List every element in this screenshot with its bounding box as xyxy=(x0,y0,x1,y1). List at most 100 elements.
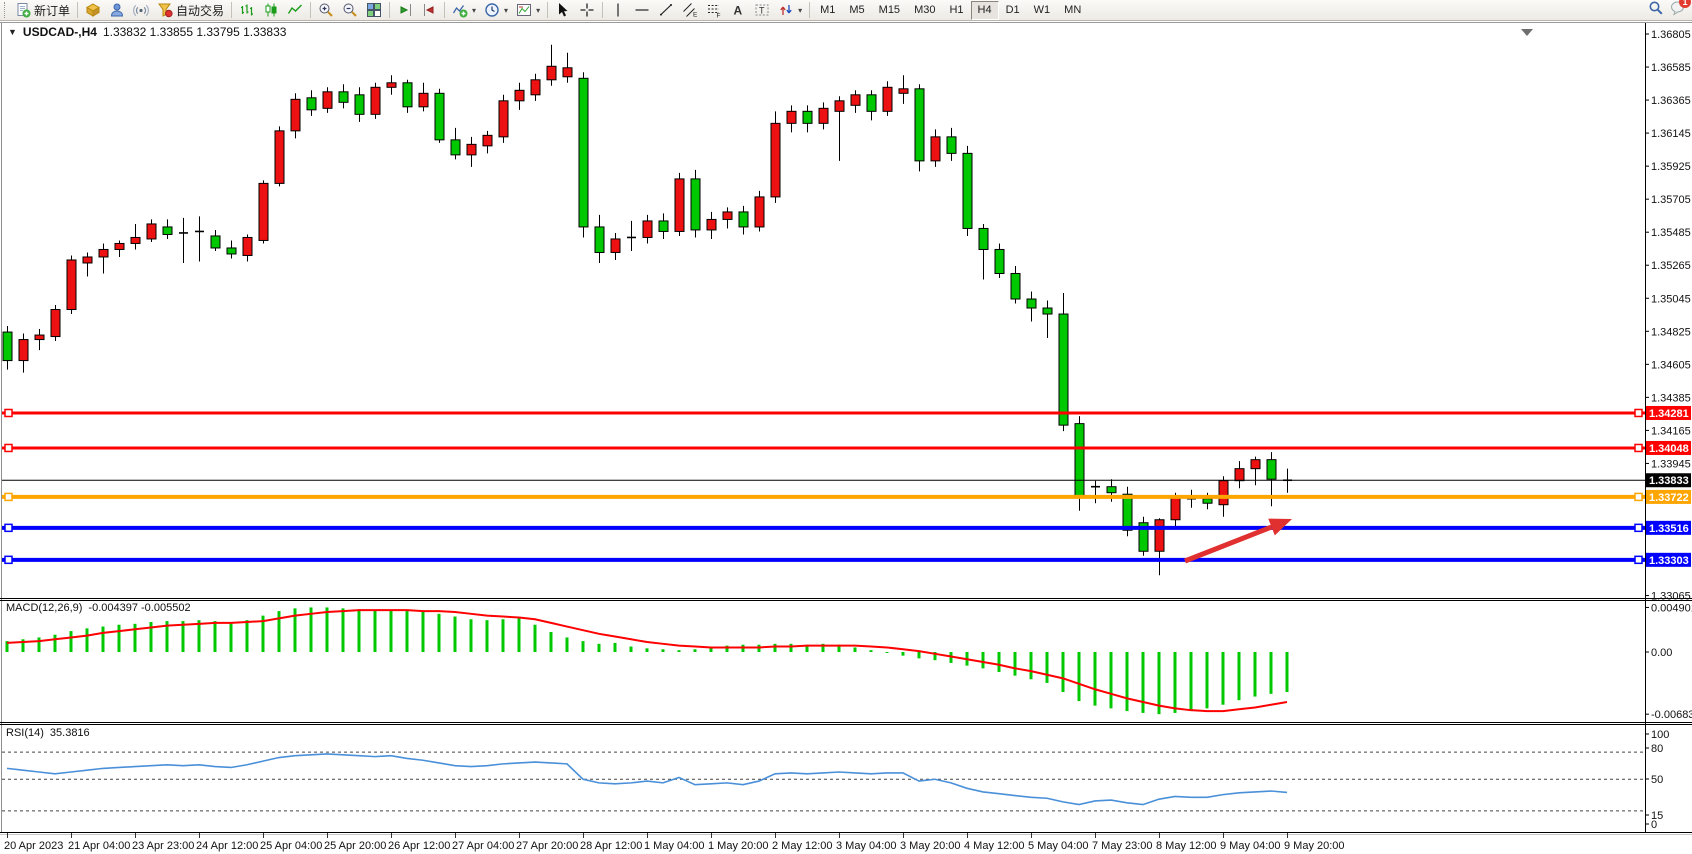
collapse-triangle-icon[interactable]: ▼ xyxy=(8,27,17,37)
toolbar-button-text-label[interactable]: T xyxy=(750,0,774,21)
macd-histogram-bar xyxy=(869,650,873,652)
toolbar-button-community[interactable] xyxy=(105,0,129,21)
period-button-w1[interactable]: W1 xyxy=(1033,4,1051,16)
toolbar-button-indicators[interactable]: ▾ xyxy=(448,0,480,21)
notification-badge: 1 xyxy=(1679,0,1691,8)
price-label-text: 1.33722 xyxy=(1649,492,1689,504)
toolbar-button-zoom-out[interactable] xyxy=(338,0,362,21)
zoom-in-icon xyxy=(318,2,334,18)
macd-histogram-bar xyxy=(101,626,105,652)
candle-body xyxy=(642,220,653,238)
toolbar-button-zoom-in[interactable] xyxy=(314,0,338,21)
toolbar-button-arrow-objects[interactable]: ▾ xyxy=(774,0,806,21)
hline-handle[interactable] xyxy=(4,408,13,418)
candle-body xyxy=(1010,272,1021,300)
macd-histogram-bar xyxy=(613,642,617,652)
period-button-m30[interactable]: M30 xyxy=(914,4,936,16)
macd-histogram-bar xyxy=(789,643,793,652)
time-tick-label: 9 May 20:00 xyxy=(1284,840,1345,852)
toolbar-button-candles-chart[interactable] xyxy=(259,0,283,21)
period-button-h4[interactable]: H4 xyxy=(970,0,999,20)
toolbar-button-bars-chart[interactable] xyxy=(235,0,259,21)
price-label-text: 1.33303 xyxy=(1649,555,1689,567)
toolbar-button-text[interactable]: A xyxy=(726,0,750,21)
toolbar-button-equidistant-channel[interactable]: E xyxy=(678,0,702,21)
toolbar-button-line-chart[interactable] xyxy=(283,0,307,21)
period-button-d1[interactable]: D1 xyxy=(1005,4,1020,16)
period-button-m15[interactable]: M15 xyxy=(878,4,901,16)
time-tick-label: 21 Apr 04:00 xyxy=(68,840,130,852)
candle-body xyxy=(242,236,253,256)
rsi-panel-label: RSI(14) 35.3816 xyxy=(6,727,90,739)
hline-handle[interactable] xyxy=(1634,443,1643,453)
toolbar-button-fibonacci[interactable]: F xyxy=(702,0,726,21)
macd-indicator-name: MACD(12,26,9) xyxy=(6,602,83,614)
macd-indicator-values: -0.004397 -0.005502 xyxy=(88,602,191,614)
toolbar-separator xyxy=(444,2,446,18)
hline-handle[interactable] xyxy=(1634,492,1643,502)
candle-body xyxy=(82,256,93,264)
macd-histogram-bar xyxy=(853,647,857,652)
hline-handle[interactable] xyxy=(1634,555,1643,565)
candle-body xyxy=(290,98,301,132)
hline-handle[interactable] xyxy=(1634,523,1643,533)
macd-histogram-bar xyxy=(597,643,601,652)
time-tick-label: 1 May 20:00 xyxy=(708,840,769,852)
candle-body xyxy=(690,178,701,231)
toolbar-button-vertical-line[interactable] xyxy=(606,0,630,21)
macd-histogram-bar xyxy=(1253,652,1257,697)
toolbar-button-tile-windows[interactable] xyxy=(362,0,386,21)
candle-body xyxy=(466,143,477,156)
trend-arrow[interactable] xyxy=(1184,524,1273,564)
toolbar-button-signals[interactable] xyxy=(129,0,153,21)
hline-handle[interactable] xyxy=(4,492,13,502)
hline-handle[interactable] xyxy=(4,523,13,533)
toolbar-separator xyxy=(809,2,811,18)
macd-histogram-bar xyxy=(725,645,729,652)
candle-body xyxy=(978,227,989,250)
macd-signal-line xyxy=(6,609,1288,713)
toolbar-button-crosshair[interactable] xyxy=(575,0,599,21)
period-button-mn[interactable]: MN xyxy=(1064,4,1082,16)
toolbar-button-periods-clock[interactable]: ▾ xyxy=(480,0,512,21)
toolbar-button-new-order[interactable]: 新订单 xyxy=(11,0,74,21)
macd-histogram-bar xyxy=(453,616,457,652)
trend-arrow-head[interactable] xyxy=(1268,518,1292,536)
toolbar-button-templates[interactable]: ▾ xyxy=(512,0,544,21)
dropdown-arrow-icon[interactable]: ▾ xyxy=(472,5,477,15)
dropdown-arrow-icon[interactable]: ▾ xyxy=(798,5,803,15)
macd-histogram-bar xyxy=(805,644,809,652)
hline-handle[interactable] xyxy=(4,443,13,453)
toolbar-button-auto-scroll[interactable] xyxy=(393,0,417,21)
macd-histogram-bar xyxy=(997,652,1001,673)
macd-histogram-bar xyxy=(245,620,249,652)
macd-histogram-bar xyxy=(885,652,889,653)
toolbar-button-chart-shift[interactable] xyxy=(417,0,441,21)
period-button-h1[interactable]: H1 xyxy=(949,4,964,16)
toolbar-button-autotrade[interactable]: 自动交易 xyxy=(153,0,228,21)
macd-histogram-bar xyxy=(485,620,489,652)
toolbar-button-search[interactable] xyxy=(1648,0,1664,21)
toolbar-button-trendline[interactable] xyxy=(654,0,678,21)
toolbar-button-cursor-arrow[interactable] xyxy=(551,0,575,21)
period-button-m5[interactable]: M5 xyxy=(849,4,865,16)
toolbar-button-chat[interactable]: 1 xyxy=(1670,0,1691,21)
macd-histogram-bar xyxy=(933,652,937,661)
period-button-m1[interactable]: M1 xyxy=(820,4,836,16)
dropdown-arrow-icon[interactable]: ▾ xyxy=(536,5,541,15)
hline-handle[interactable] xyxy=(4,555,13,565)
candle-body xyxy=(1074,423,1085,498)
signals-icon xyxy=(133,2,149,18)
candle-body xyxy=(818,107,829,124)
search-icon xyxy=(1648,0,1664,16)
price-tick-label: 1.35265 xyxy=(1651,260,1691,272)
toolbar-button-horizontal-line[interactable] xyxy=(630,0,654,21)
macd-histogram-bar xyxy=(1221,652,1225,705)
toolbar-button-market-depth[interactable] xyxy=(81,0,105,21)
fibonacci-icon: F xyxy=(706,2,722,18)
hline-handle[interactable] xyxy=(1634,408,1643,418)
candle-body xyxy=(66,259,77,311)
macd-histogram-bar xyxy=(357,609,361,652)
dropdown-arrow-icon[interactable]: ▾ xyxy=(504,5,509,15)
